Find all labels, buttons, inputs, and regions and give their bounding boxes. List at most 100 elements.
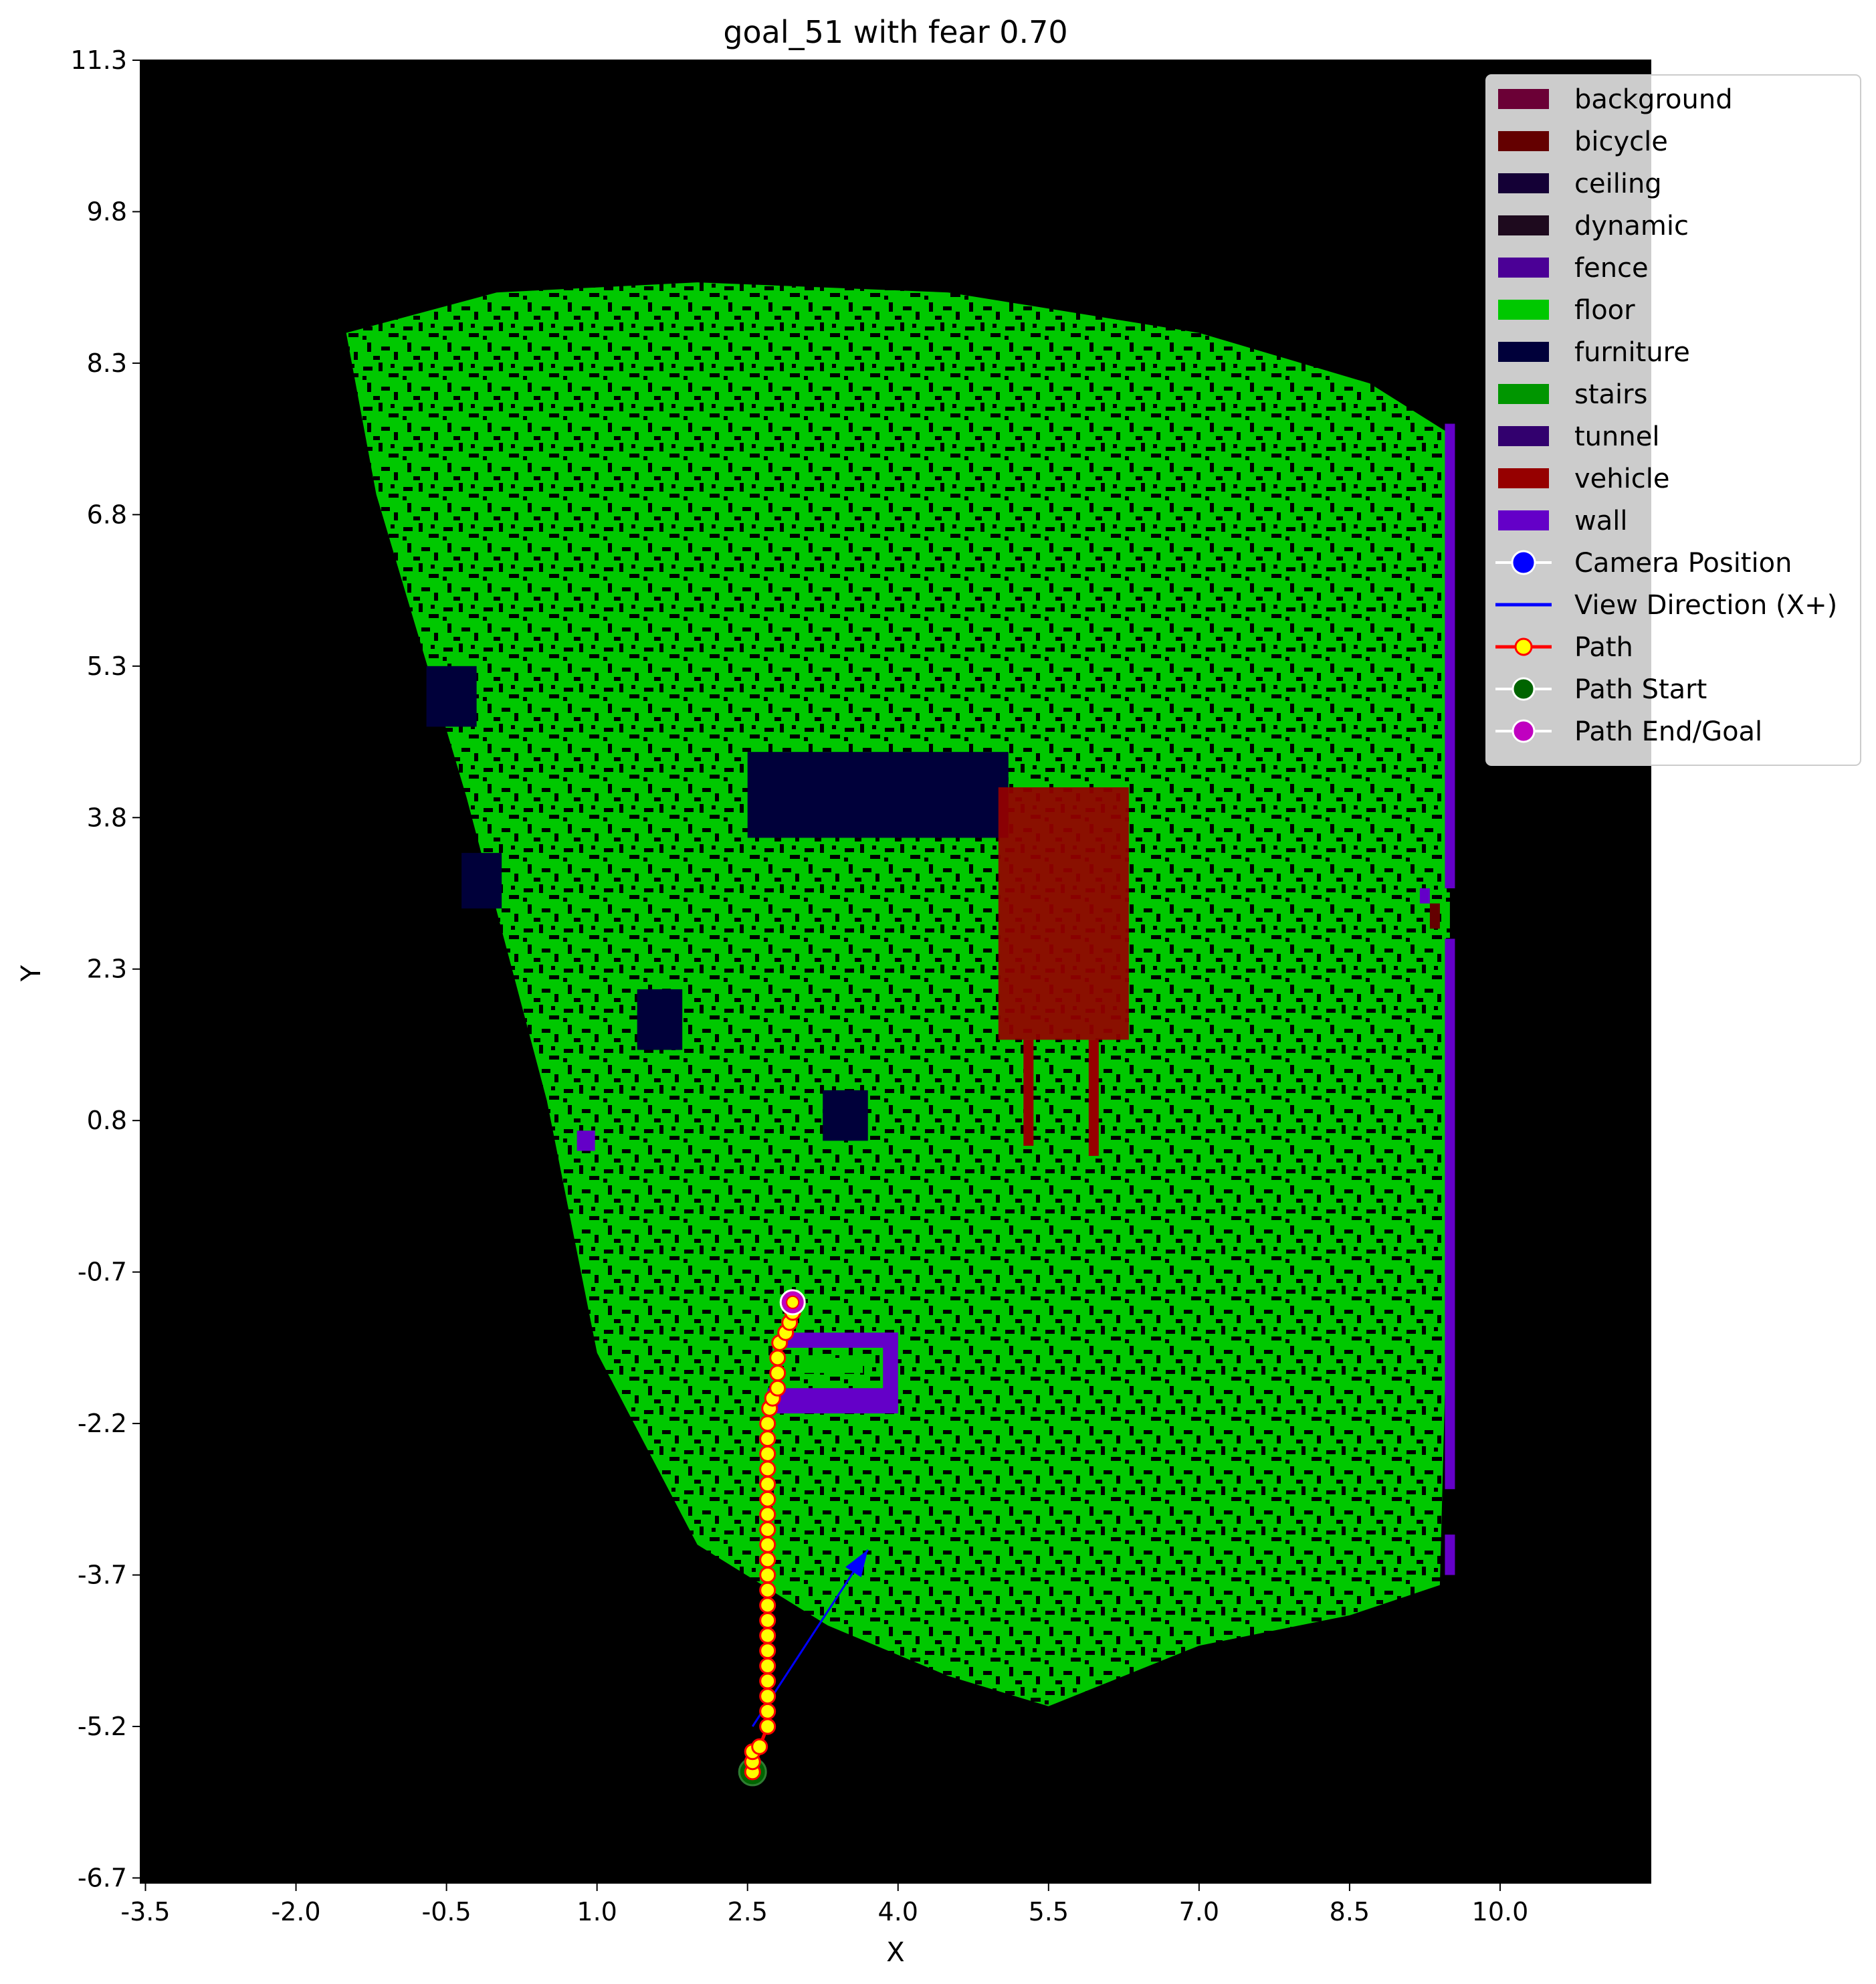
- path-point: [759, 1415, 776, 1432]
- legend-swatch-bicycle: [1498, 131, 1549, 151]
- legend-swatch-floor: [1498, 300, 1549, 320]
- legend-label: background: [1574, 84, 1733, 115]
- y-tick-label: -0.7: [78, 1258, 127, 1287]
- path-point: [759, 1551, 776, 1569]
- path-point: [759, 1567, 776, 1584]
- region-wall-9: [1445, 938, 1455, 1490]
- region-vehicle-7: [1088, 1039, 1099, 1157]
- x-tick-label: -0.5: [422, 1897, 472, 1926]
- legend-swatch-ceiling: [1498, 173, 1549, 193]
- legend-swatch-wall: [1498, 510, 1549, 530]
- x-tick-label: -3.5: [120, 1897, 170, 1926]
- path-point: [759, 1476, 776, 1493]
- path-point: [759, 1688, 776, 1705]
- legend-box: [1485, 74, 1861, 766]
- region-wall-10: [1445, 1534, 1455, 1575]
- path-point: [759, 1521, 776, 1539]
- legend-label: vehicle: [1574, 464, 1669, 494]
- y-axis: 11.3 9.8 8.3 6.8 5.3 3.8 2.3 0.8 -0.7 -2.2 -3.7 -5.…: [70, 45, 140, 1892]
- legend-label: Camera Position: [1574, 548, 1792, 579]
- view-direction-arrowhead: [845, 1549, 868, 1577]
- legend-swatch-dynamic: [1498, 215, 1549, 235]
- region-furniture-3: [637, 989, 683, 1050]
- path-point: [759, 1536, 776, 1553]
- legend-swatch-background: [1498, 89, 1549, 109]
- y-tick-label: -2.2: [78, 1409, 127, 1438]
- chart-title: goal_51 with fear 0.70: [723, 14, 1067, 50]
- path-point: [759, 1490, 776, 1508]
- path-point: [759, 1611, 776, 1629]
- floor-region: [346, 282, 1450, 1706]
- legend-label: View Direction (X+): [1574, 590, 1837, 621]
- y-tick-label: 0.8: [87, 1106, 127, 1135]
- path-point: [769, 1379, 787, 1397]
- path-point: [759, 1718, 776, 1735]
- y-tick-label: 9.8: [87, 197, 127, 226]
- y-tick-label: 8.3: [87, 349, 127, 378]
- y-tick-label: 2.3: [87, 955, 127, 984]
- path-end-point: [786, 1295, 800, 1309]
- legend-path-marker: [1514, 637, 1533, 656]
- path-point: [769, 1365, 787, 1382]
- legend-path-start-marker: [1512, 677, 1536, 701]
- x-tick-label: 7.0: [1179, 1897, 1219, 1926]
- legend-path-end-marker: [1512, 719, 1536, 743]
- x-axis: -3.5 -2.0 -0.5 1.0 2.5 4.0 5.5 7.0 8.5 10.0: [120, 1883, 1528, 1926]
- plot-marks: [346, 282, 1455, 1787]
- x-tick-label: 5.5: [1029, 1897, 1069, 1926]
- region-floor-17: [803, 1357, 863, 1373]
- region-wall-14: [783, 1332, 898, 1348]
- legend-label: floor: [1574, 295, 1635, 326]
- path-point: [759, 1672, 776, 1690]
- legend-swatch-fence: [1498, 258, 1549, 278]
- region-vehicle-5: [998, 787, 1129, 1040]
- legend-swatch-vehicle: [1498, 468, 1549, 488]
- path-point: [759, 1430, 776, 1448]
- path-point: [759, 1657, 776, 1674]
- region-vehicle-6: [1023, 1039, 1034, 1146]
- region-furniture-1: [461, 853, 502, 909]
- path-point: [759, 1581, 776, 1599]
- path-point: [759, 1460, 776, 1478]
- legend: background bicycle ceiling dynamic fence floo…: [1485, 74, 1861, 766]
- path-point: [751, 1738, 768, 1755]
- y-tick-label: -6.7: [78, 1863, 127, 1892]
- legend-label: Path: [1574, 632, 1633, 663]
- x-tick-label: 1.0: [577, 1897, 617, 1926]
- region-furniture-2: [747, 752, 1009, 838]
- region-furniture-0: [426, 666, 477, 727]
- region-wall-13: [577, 1130, 595, 1151]
- legend-label: furniture: [1574, 337, 1690, 368]
- y-tick-label: 6.8: [87, 500, 127, 529]
- legend-camera-marker: [1511, 550, 1536, 575]
- legend-label: Path Start: [1574, 674, 1707, 705]
- legend-label: fence: [1574, 253, 1649, 284]
- x-tick-label: 2.5: [727, 1897, 767, 1926]
- legend-swatch-furniture: [1498, 342, 1549, 362]
- path-point: [759, 1445, 776, 1462]
- region-wall-15: [767, 1388, 898, 1413]
- legend-swatch-tunnel: [1498, 426, 1549, 446]
- legend-label: Path End/Goal: [1574, 716, 1762, 747]
- legend-label: tunnel: [1574, 421, 1659, 452]
- region-wall-16: [883, 1332, 898, 1413]
- y-tick-label: -3.7: [78, 1561, 127, 1590]
- path-point: [769, 1349, 787, 1367]
- x-tick-label: -2.0: [271, 1897, 320, 1926]
- legend-label: wall: [1574, 506, 1627, 536]
- x-tick-label: 8.5: [1330, 1897, 1370, 1926]
- region-wall-8: [1445, 423, 1455, 888]
- y-tick-label: -5.2: [78, 1712, 127, 1741]
- path-point: [759, 1627, 776, 1644]
- region-wall-11: [1419, 888, 1430, 904]
- legend-label: dynamic: [1574, 211, 1689, 241]
- y-tick-label: 5.3: [87, 652, 127, 681]
- x-axis-label: X: [886, 1937, 904, 1968]
- path-point: [759, 1506, 776, 1523]
- legend-label: bicycle: [1574, 126, 1668, 157]
- x-tick-label: 4.0: [878, 1897, 918, 1926]
- legend-label: ceiling: [1574, 169, 1662, 199]
- x-tick-label: 10.0: [1472, 1897, 1529, 1926]
- region-bicycle-12: [1429, 903, 1440, 929]
- region-furniture-4: [823, 1090, 868, 1141]
